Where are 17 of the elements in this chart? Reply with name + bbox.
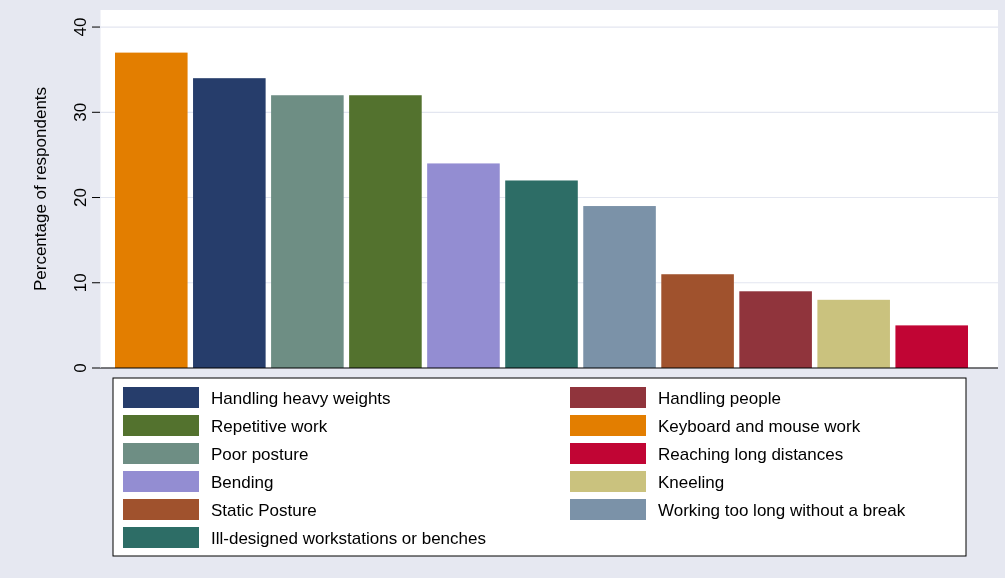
- legend-label: Reaching long distances: [658, 445, 844, 464]
- legend-label: Ill-designed workstations or benches: [211, 529, 486, 548]
- legend-label: Bending: [211, 473, 274, 492]
- legend-label: Working too long without a break: [658, 501, 906, 520]
- legend-label: Handling people: [658, 389, 781, 408]
- y-tick-label: 0: [71, 363, 90, 373]
- y-tick-label: 20: [71, 188, 90, 207]
- legend-label: Static Posture: [211, 501, 317, 520]
- legend-label: Poor posture: [211, 445, 309, 464]
- legend-label: Kneeling: [658, 473, 725, 492]
- y-tick-label: 40: [71, 17, 90, 37]
- legend-label: Handling heavy weights: [211, 389, 391, 408]
- y-tick-label: 10: [71, 273, 90, 293]
- y-tick-label: 30: [71, 102, 90, 122]
- legend-label: Keyboard and mouse work: [658, 417, 861, 436]
- legend-label: Repetitive work: [211, 417, 328, 436]
- y-axis-title: Percentage of respondents: [31, 86, 50, 292]
